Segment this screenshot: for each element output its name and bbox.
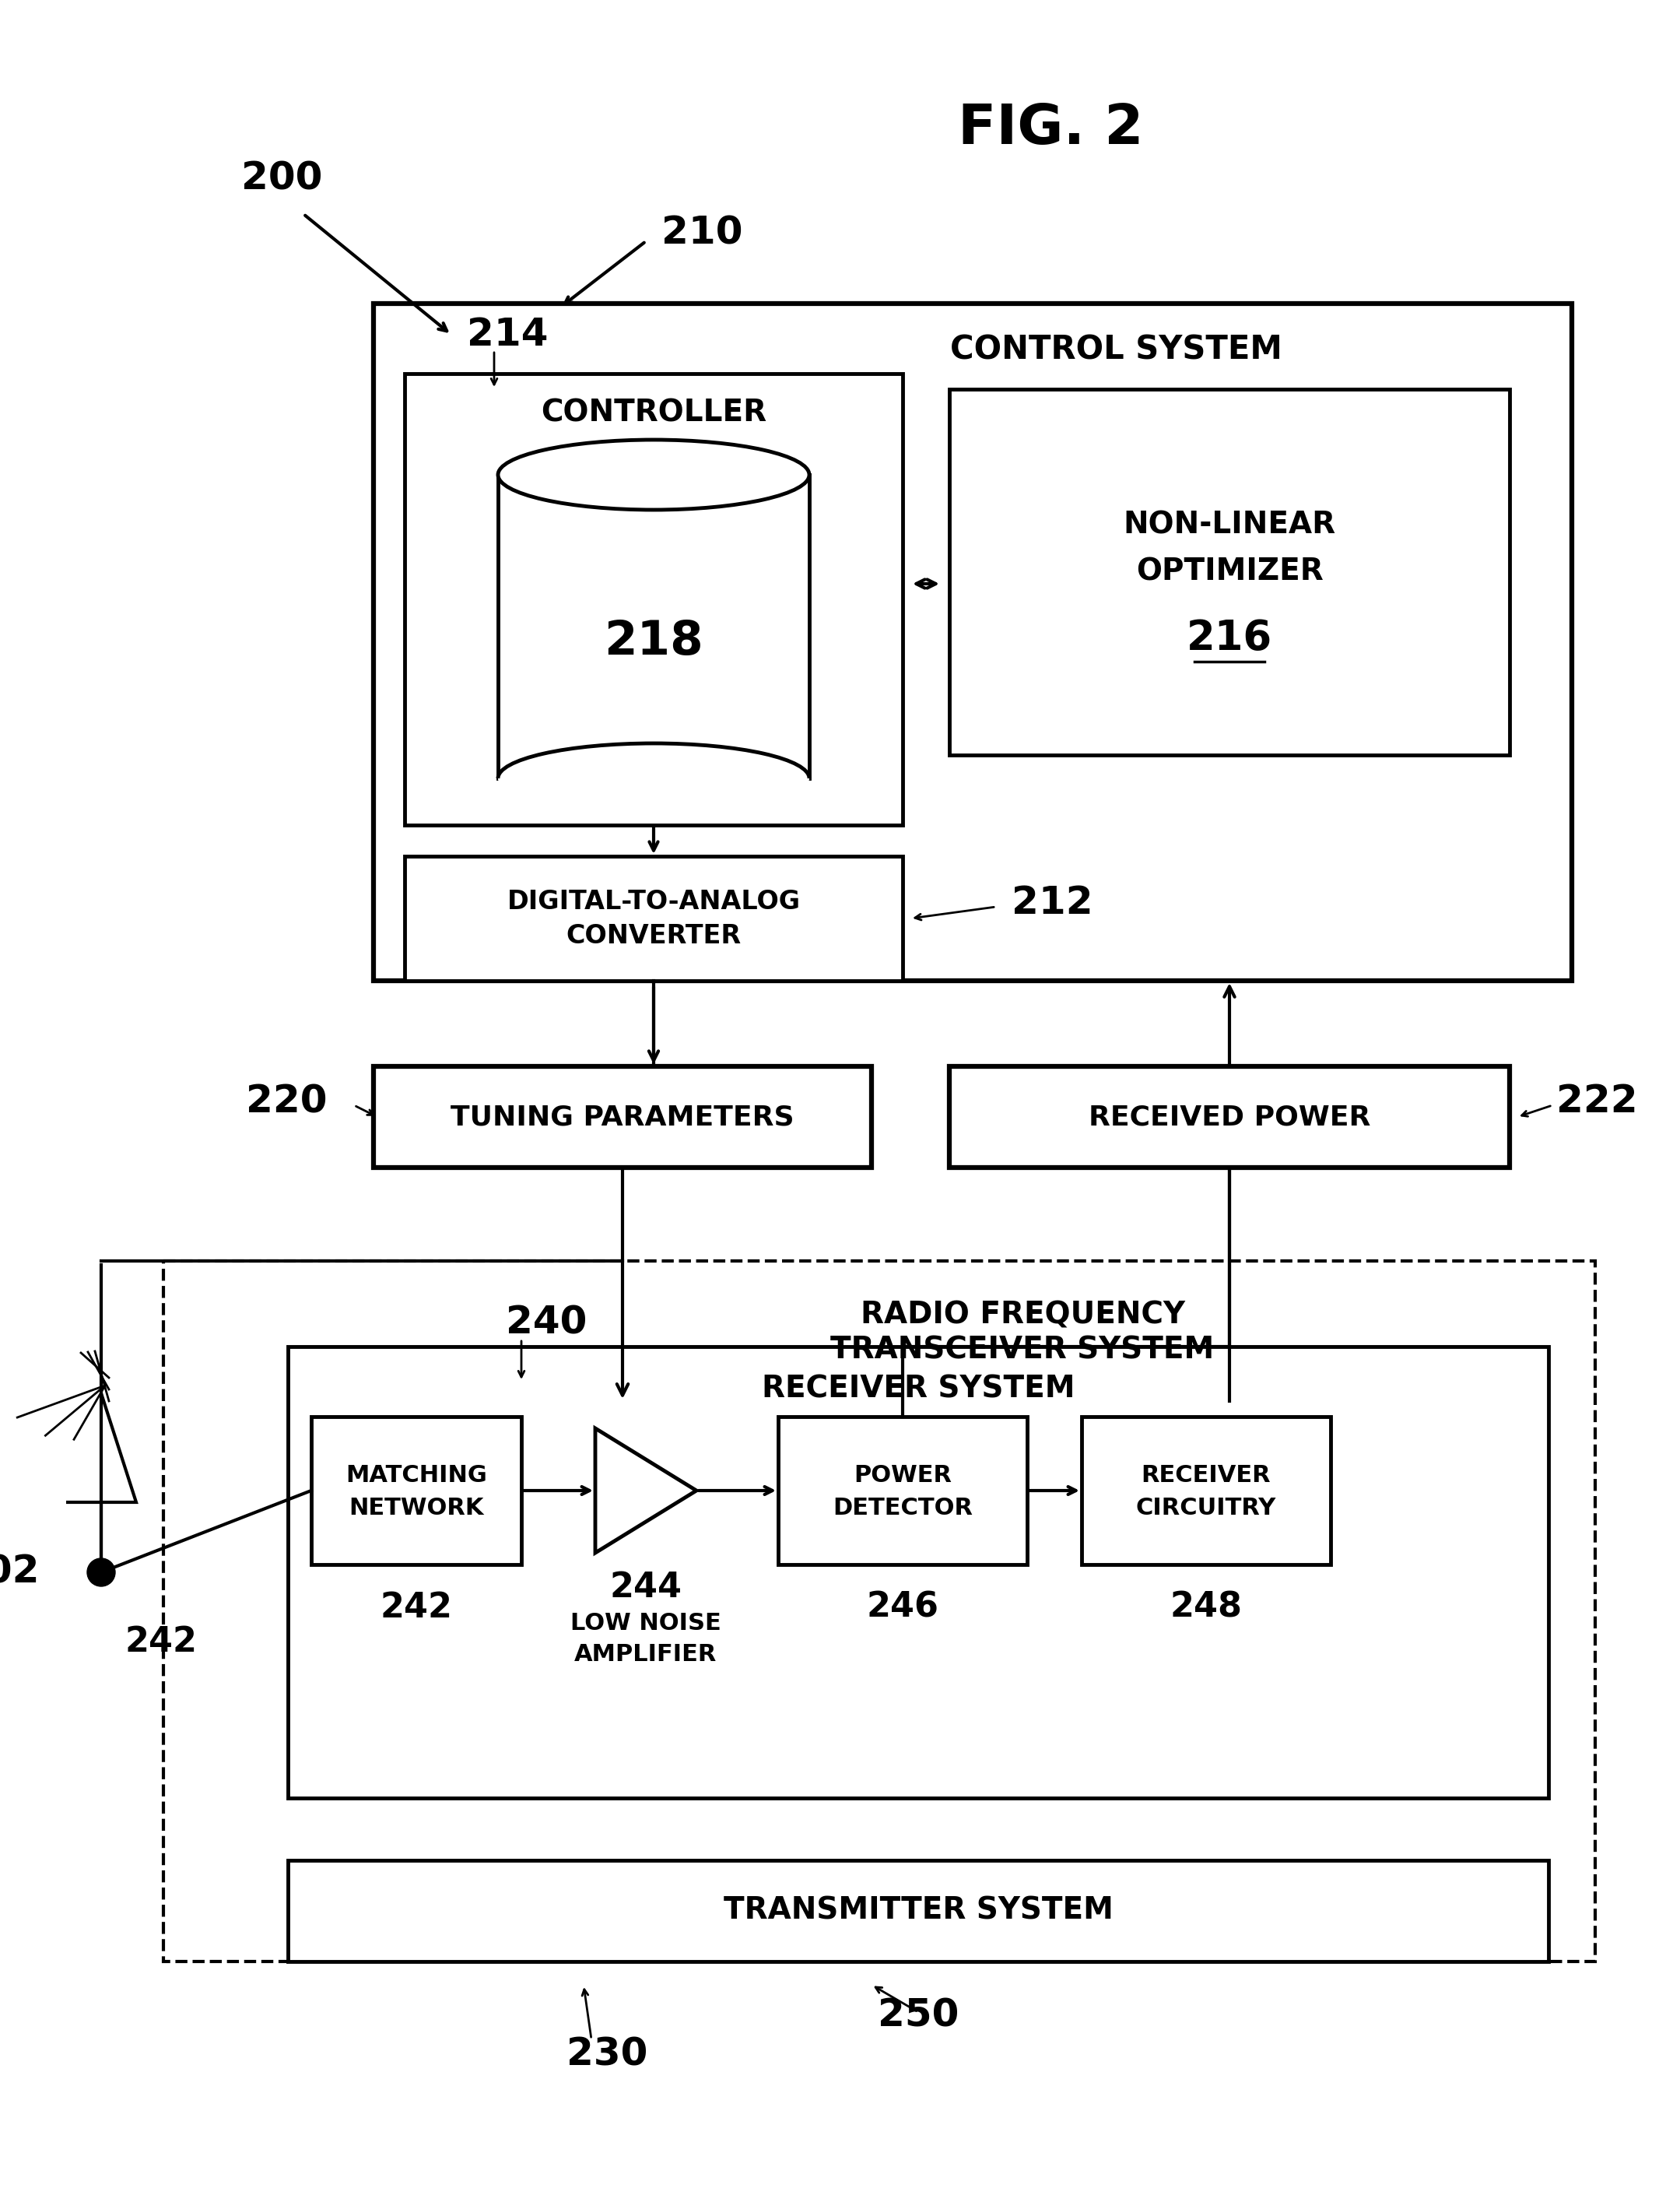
Text: CONVERTER: CONVERTER bbox=[566, 922, 741, 948]
Text: TUNING PARAMETERS: TUNING PARAMETERS bbox=[450, 1104, 795, 1130]
Circle shape bbox=[87, 1558, 116, 1587]
Text: NON-LINEAR: NON-LINEAR bbox=[1124, 511, 1336, 540]
Text: LOW NOISE: LOW NOISE bbox=[571, 1611, 721, 1635]
Bar bbox=[1082, 1416, 1331, 1565]
Text: CIRCUITRY: CIRCUITRY bbox=[1136, 1497, 1277, 1519]
Text: POWER: POWER bbox=[853, 1464, 951, 1486]
Text: NETWORK: NETWORK bbox=[349, 1497, 484, 1519]
Text: 250: 250 bbox=[877, 1997, 959, 2035]
Text: 222: 222 bbox=[1556, 1082, 1638, 1119]
Text: DETECTOR: DETECTOR bbox=[833, 1497, 973, 1519]
Bar bbox=[949, 389, 1510, 755]
Bar bbox=[373, 303, 1572, 981]
Text: 230: 230 bbox=[566, 2037, 647, 2074]
Bar bbox=[405, 856, 902, 981]
Text: RECEIVED POWER: RECEIVED POWER bbox=[1089, 1104, 1371, 1130]
Text: TRANSMITTER SYSTEM: TRANSMITTER SYSTEM bbox=[724, 1896, 1114, 1925]
Bar bbox=[949, 1067, 1510, 1168]
Text: FIG. 2: FIG. 2 bbox=[958, 101, 1144, 156]
Text: 210: 210 bbox=[662, 215, 743, 252]
Text: 202: 202 bbox=[0, 1554, 39, 1591]
Bar bbox=[373, 1067, 872, 1168]
Text: 242: 242 bbox=[380, 1591, 452, 1624]
Text: RADIO FREQUENCY: RADIO FREQUENCY bbox=[860, 1302, 1184, 1330]
Text: RECEIVER SYSTEM: RECEIVER SYSTEM bbox=[761, 1374, 1075, 1405]
Text: RECEIVER: RECEIVER bbox=[1141, 1464, 1272, 1486]
Text: 244: 244 bbox=[610, 1572, 682, 1605]
Text: CONTROL SYSTEM: CONTROL SYSTEM bbox=[951, 334, 1282, 367]
Text: OPTIMIZER: OPTIMIZER bbox=[1136, 558, 1324, 586]
Text: 242: 242 bbox=[124, 1626, 197, 1659]
Text: 216: 216 bbox=[1186, 619, 1272, 658]
Ellipse shape bbox=[497, 439, 810, 509]
Polygon shape bbox=[595, 1429, 697, 1552]
Bar bbox=[163, 1260, 1596, 1962]
Bar bbox=[287, 1861, 1549, 1962]
Text: AMPLIFIER: AMPLIFIER bbox=[575, 1642, 717, 1666]
Text: 214: 214 bbox=[467, 316, 548, 353]
Bar bbox=[405, 373, 902, 825]
Text: 218: 218 bbox=[605, 619, 704, 665]
Bar bbox=[287, 1346, 1549, 1798]
Text: CONTROLLER: CONTROLLER bbox=[541, 397, 766, 428]
Ellipse shape bbox=[497, 744, 810, 814]
Bar bbox=[778, 1416, 1026, 1565]
Text: 220: 220 bbox=[245, 1082, 328, 1119]
Text: 212: 212 bbox=[1011, 885, 1094, 922]
Text: DIGITAL-TO-ANALOG: DIGITAL-TO-ANALOG bbox=[507, 889, 800, 913]
Text: MATCHING: MATCHING bbox=[346, 1464, 487, 1486]
Text: 248: 248 bbox=[1169, 1591, 1242, 1624]
Text: TRANSCEIVER SYSTEM: TRANSCEIVER SYSTEM bbox=[830, 1337, 1215, 1365]
Bar bbox=[311, 1416, 521, 1565]
Text: 240: 240 bbox=[506, 1304, 586, 1341]
Text: 200: 200 bbox=[242, 160, 323, 198]
Text: 246: 246 bbox=[867, 1591, 939, 1624]
Bar bbox=[497, 474, 810, 779]
